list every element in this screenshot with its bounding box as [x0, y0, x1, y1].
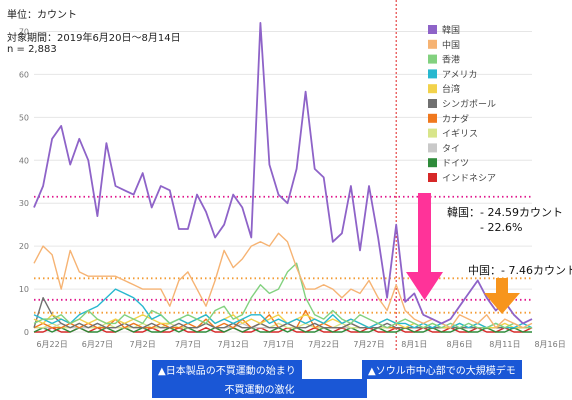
x-tick-label: 7月17日 [263, 340, 294, 349]
reference-lines [34, 195, 532, 314]
series-lines [33, 21, 533, 333]
y-tick-label: 20 [19, 242, 29, 251]
series-line [33, 262, 532, 329]
series-line [33, 21, 533, 325]
legend-label: シンガポール [442, 99, 496, 110]
y-tick-label: 70 [19, 27, 29, 36]
china-drop-annotation: 中国：- 7.46カウント [468, 264, 572, 277]
legend-swatch [428, 99, 437, 108]
legend-swatch [428, 39, 437, 49]
legend-label: タイ [442, 143, 460, 154]
x-tick-label: 7月7日 [175, 340, 201, 349]
seoul-demo-note: ▲ソウル市中心部での大規模デモ [362, 360, 522, 379]
x-tick-label: 7月2日 [130, 340, 156, 349]
x-tick-label: 6月27日 [82, 340, 113, 349]
boycott-intensify-note: 不買運動の激化 [152, 379, 367, 398]
series-line [33, 232, 533, 329]
legend-swatch [428, 25, 437, 34]
x-tick-label: 8月11日 [489, 340, 520, 349]
x-tick-label: 7月27日 [353, 340, 384, 349]
legend-swatch [428, 128, 437, 138]
legend-label: 台湾 [442, 83, 460, 95]
x-tick-label: 7月12日 [218, 340, 249, 349]
legend-label: アメリカ [442, 69, 478, 80]
y-tick-label: 40 [19, 156, 29, 165]
legend-swatch [428, 113, 437, 123]
x-tick-label: 7月22日 [308, 340, 339, 349]
legend-swatch [428, 173, 437, 182]
legend-swatch [428, 84, 437, 94]
legend-label: 韓国 [442, 25, 460, 36]
x-tick-label: 8月16日 [534, 340, 565, 349]
legend-swatch [428, 143, 437, 153]
legend-swatch [428, 54, 437, 64]
series-line [33, 327, 532, 333]
legend-label: カナダ [442, 113, 469, 125]
decrease-arrows [406, 193, 520, 314]
korea-down-arrow [406, 193, 443, 300]
y-tick-label: 30 [19, 199, 29, 208]
x-tick-label: 8月6日 [446, 340, 472, 349]
unit-label: 単位：カウント [7, 10, 77, 21]
legend-label: インドネシア [442, 173, 496, 184]
korea-drop-annotation: 韓国：- 24.59カウント [447, 206, 563, 219]
korea-pct-annotation: - 22.6% [480, 221, 523, 234]
y-tick-label: 60 [19, 70, 29, 79]
y-tick-label: 0 [24, 328, 29, 337]
legend-label: 香港 [442, 54, 460, 66]
legend-swatch [428, 69, 437, 79]
sample-size-label: n = 2,883 [7, 44, 57, 55]
x-tick-label: 8月1日 [401, 340, 427, 349]
boycott-start-note: ▲日本製品の不買運動の始まり [152, 360, 302, 379]
legend-label: ドイツ [442, 159, 469, 169]
period-label: 対象期間：2019年6月20日〜8月14日 [7, 33, 181, 44]
x-axis-ticks: 6月22日 6月27日 7月2日 7月7日 7月12日 7月17日 7月22日 7月27日 8月… [36, 340, 565, 349]
x-tick-label: 6月22日 [36, 340, 67, 349]
y-axis-ticks: 0 10 20 30 40 50 60 70 [19, 27, 29, 337]
y-tick-label: 50 [19, 113, 29, 122]
legend-swatch [428, 158, 437, 168]
china-down-arrow [484, 278, 520, 314]
y-tick-label: 10 [19, 285, 29, 294]
legend-label: 中国 [442, 39, 460, 51]
legend-label: イギリス [442, 129, 478, 140]
